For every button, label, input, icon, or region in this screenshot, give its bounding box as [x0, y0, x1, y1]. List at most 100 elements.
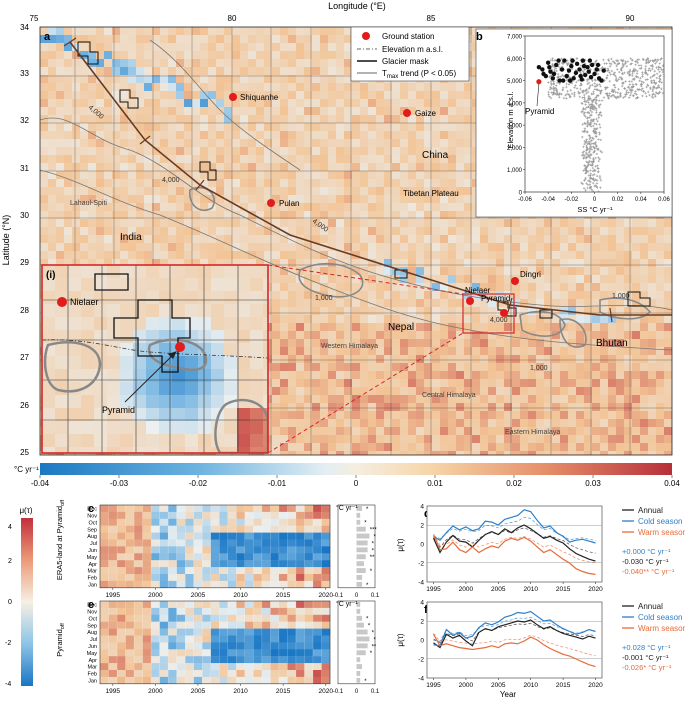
- b-grey-point: [594, 79, 597, 82]
- raster-cell: [96, 43, 104, 51]
- raster-cell: [152, 179, 160, 187]
- raster-cell: [664, 363, 672, 371]
- raster-cell: [400, 211, 408, 219]
- raster-cell: [328, 147, 336, 155]
- inset-raster-cell: [133, 291, 146, 304]
- raster-cell: [192, 243, 200, 251]
- b-grey-point: [652, 60, 655, 63]
- inset-raster-cell: [224, 317, 237, 330]
- raster-cell: [352, 387, 360, 395]
- inset-raster-cell: [211, 291, 224, 304]
- raster-cell: [208, 43, 216, 51]
- raster-cell: [512, 243, 520, 251]
- raster-cell: [504, 259, 512, 267]
- inset-raster-cell: [42, 395, 55, 408]
- raster-cell: [88, 155, 96, 163]
- raster-cell: [280, 83, 288, 91]
- raster-cell: [304, 251, 312, 259]
- raster-cell: [280, 27, 288, 35]
- raster-cell: [552, 443, 560, 451]
- raster-cell: [656, 235, 664, 243]
- inset-raster-cell: [198, 434, 211, 447]
- raster-cell: [392, 347, 400, 355]
- raster-cell: [448, 251, 456, 259]
- raster-cell: [600, 443, 608, 451]
- raster-cell: [48, 235, 56, 243]
- raster-cell: [312, 395, 320, 403]
- raster-cell: [384, 411, 392, 419]
- raster-cell: [448, 339, 456, 347]
- raster-cell: [104, 107, 112, 115]
- raster-cell: [336, 155, 344, 163]
- raster-cell: [552, 419, 560, 427]
- raster-cell: [440, 219, 448, 227]
- raster-cell: [336, 27, 344, 35]
- raster-cell: [432, 155, 440, 163]
- raster-cell: [520, 235, 528, 243]
- raster-cell: [632, 235, 640, 243]
- inset-raster-cell: [120, 317, 133, 330]
- inset-raster-cell: [81, 343, 94, 356]
- raster-cell: [400, 139, 408, 147]
- raster-cell: [488, 339, 496, 347]
- raster-cell: [152, 203, 160, 211]
- raster-cell: [312, 123, 320, 131]
- inset-raster-cell: [224, 291, 237, 304]
- raster-cell: [496, 323, 504, 331]
- raster-cell: [216, 243, 224, 251]
- raster-cell: [528, 435, 536, 443]
- inset-raster-cell: [237, 421, 250, 434]
- raster-cell: [224, 107, 232, 115]
- raster-cell: [112, 59, 120, 67]
- raster-cell: [200, 107, 208, 115]
- raster-cell: [392, 395, 400, 403]
- raster-cell: [384, 99, 392, 107]
- raster-cell: [440, 331, 448, 339]
- raster-cell: [360, 451, 368, 455]
- raster-cell: [296, 371, 304, 379]
- raster-cell: [120, 243, 128, 251]
- raster-cell: [240, 123, 248, 131]
- raster-cell: [296, 27, 304, 35]
- raster-cell: [336, 323, 344, 331]
- raster-cell: [168, 139, 176, 147]
- raster-cell: [352, 171, 360, 179]
- raster-cell: [416, 227, 424, 235]
- raster-cell: [336, 427, 344, 435]
- raster-cell: [616, 251, 624, 259]
- raster-cell: [448, 275, 456, 283]
- raster-cell: [48, 35, 56, 43]
- raster-cell: [344, 435, 352, 443]
- raster-cell: [560, 259, 568, 267]
- raster-cell: [568, 235, 576, 243]
- raster-cell: [376, 339, 384, 347]
- raster-cell: [336, 403, 344, 411]
- raster-cell: [240, 251, 248, 259]
- raster-cell: [600, 227, 608, 235]
- raster-cell: [408, 243, 416, 251]
- raster-cell: [488, 291, 496, 299]
- raster-cell: [208, 195, 216, 203]
- b-grey-point: [627, 91, 630, 94]
- raster-cell: [224, 139, 232, 147]
- raster-cell: [232, 35, 240, 43]
- raster-cell: [520, 395, 528, 403]
- inset-raster-cell: [94, 278, 107, 291]
- b-grey-point: [641, 73, 644, 76]
- raster-cell: [592, 363, 600, 371]
- raster-cell: [280, 219, 288, 227]
- raster-cell: [48, 51, 56, 59]
- raster-cell: [104, 259, 112, 267]
- raster-cell: [392, 251, 400, 259]
- raster-cell: [448, 267, 456, 275]
- raster-cell: [272, 355, 280, 363]
- raster-cell: [288, 75, 296, 83]
- raster-cell: [216, 163, 224, 171]
- raster-cell: [48, 131, 56, 139]
- raster-cell: [432, 379, 440, 387]
- raster-cell: [296, 355, 304, 363]
- raster-cell: [56, 251, 64, 259]
- station-marker: [466, 297, 474, 305]
- raster-cell: [112, 171, 120, 179]
- raster-cell: [304, 267, 312, 275]
